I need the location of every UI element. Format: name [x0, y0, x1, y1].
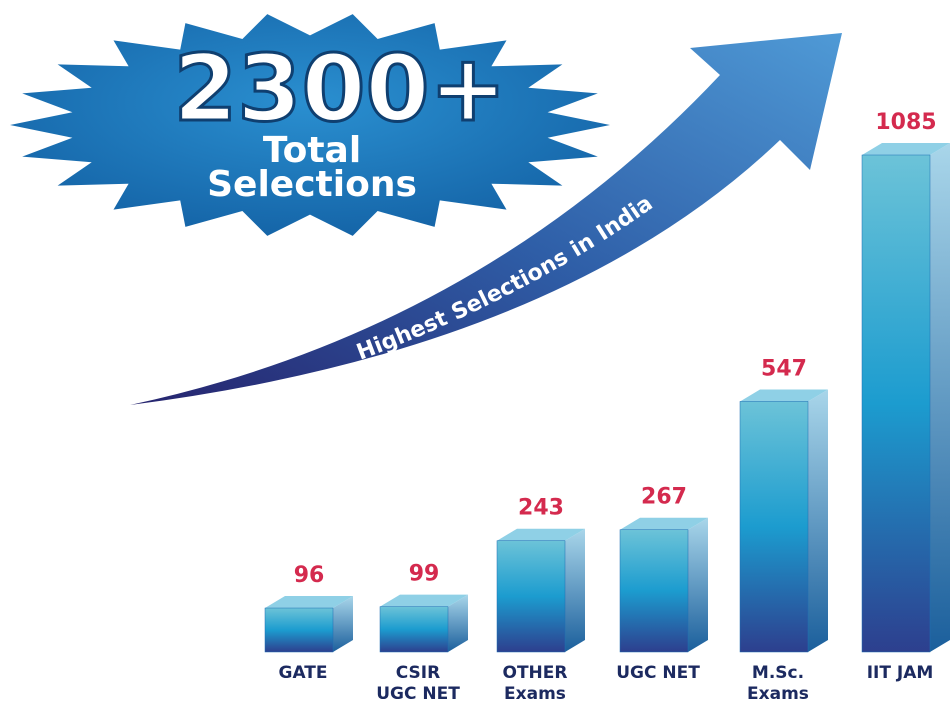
bar-side — [688, 517, 708, 652]
bar — [861, 154, 931, 653]
x-tick-label: IIT JAM — [867, 663, 934, 683]
bar-side — [565, 528, 585, 652]
bar-top — [265, 596, 353, 609]
caption: Selections — [207, 164, 417, 205]
bar — [264, 607, 334, 653]
x-tick-label: UGC NET — [376, 684, 460, 703]
caption: Total — [263, 130, 361, 171]
arrow — [130, 33, 842, 405]
bar — [739, 401, 809, 653]
bar-top — [620, 517, 708, 530]
arrow-text-path: Highest Selections in India — [353, 191, 657, 366]
value-label: 267 — [641, 485, 687, 510]
bar — [379, 606, 449, 653]
bar-side — [333, 596, 353, 652]
value-label: 547 — [761, 356, 807, 381]
bar-top — [740, 389, 828, 402]
bar-top — [862, 143, 950, 155]
value-label: 1085 — [875, 110, 936, 135]
bar — [496, 540, 566, 653]
x-tick-label: UGC NET — [616, 663, 700, 683]
bar-side — [808, 389, 828, 652]
x-tick-label: Exams — [747, 684, 809, 703]
arrow-text: Highest Selections in India — [353, 191, 657, 366]
starburst — [10, 14, 610, 236]
value-label: 96 — [294, 563, 325, 588]
x-tick-label: OTHER — [503, 663, 568, 683]
value-label: 99 — [409, 562, 440, 587]
bar-side — [448, 594, 468, 652]
x-tick-label: GATE — [279, 663, 328, 683]
bar-top — [497, 528, 585, 541]
x-tick-label: Exams — [504, 684, 566, 703]
headline: 2300+ — [173, 35, 506, 142]
value-label: 243 — [518, 496, 564, 521]
bar — [619, 529, 689, 653]
bar-top — [380, 594, 468, 607]
x-tick-label: CSIR — [396, 663, 440, 683]
x-tick-label: M.Sc. — [752, 663, 804, 683]
bar-side — [930, 143, 950, 652]
